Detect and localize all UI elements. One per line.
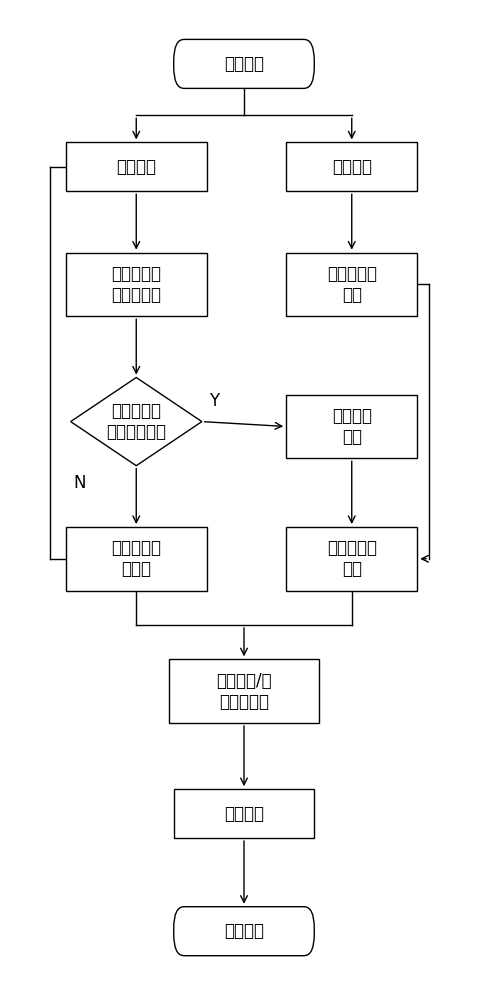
Bar [66, 253, 206, 316]
Bar [66, 527, 206, 591]
Text: 肤色检测: 肤色检测 [332, 158, 372, 176]
Text: 颜色二分类
是否接近肤色: 颜色二分类 是否接近肤色 [106, 402, 166, 441]
Bar [286, 142, 417, 191]
Bar [169, 659, 319, 723]
Bar [286, 527, 417, 591]
Bar [66, 142, 206, 191]
Text: 求斑点颜色
直方图阈值: 求斑点颜色 直方图阈值 [111, 265, 161, 304]
FancyBboxPatch shape [174, 39, 314, 88]
Text: 提取疹点: 提取疹点 [224, 805, 264, 823]
Text: 图像输入: 图像输入 [224, 55, 264, 73]
FancyBboxPatch shape [174, 907, 314, 956]
Text: 提取疹点颜
色特征: 提取疹点颜 色特征 [111, 539, 161, 578]
Polygon shape [71, 377, 202, 466]
Text: 提取颜色
特征: 提取颜色 特征 [332, 407, 372, 446]
Bar [286, 253, 417, 316]
Text: N: N [73, 474, 85, 492]
Bar [286, 395, 417, 458]
Text: 生成疹点/皮
肤判别函数: 生成疹点/皮 肤判别函数 [216, 672, 272, 710]
Text: Y: Y [209, 392, 219, 410]
Text: 融合为新肤
色域: 融合为新肤 色域 [327, 539, 377, 578]
Text: 提取图像肤
色域: 提取图像肤 色域 [327, 265, 377, 304]
Bar [174, 789, 314, 838]
Text: 图像输出: 图像输出 [224, 922, 264, 940]
Text: 斑点检测: 斑点检测 [116, 158, 156, 176]
